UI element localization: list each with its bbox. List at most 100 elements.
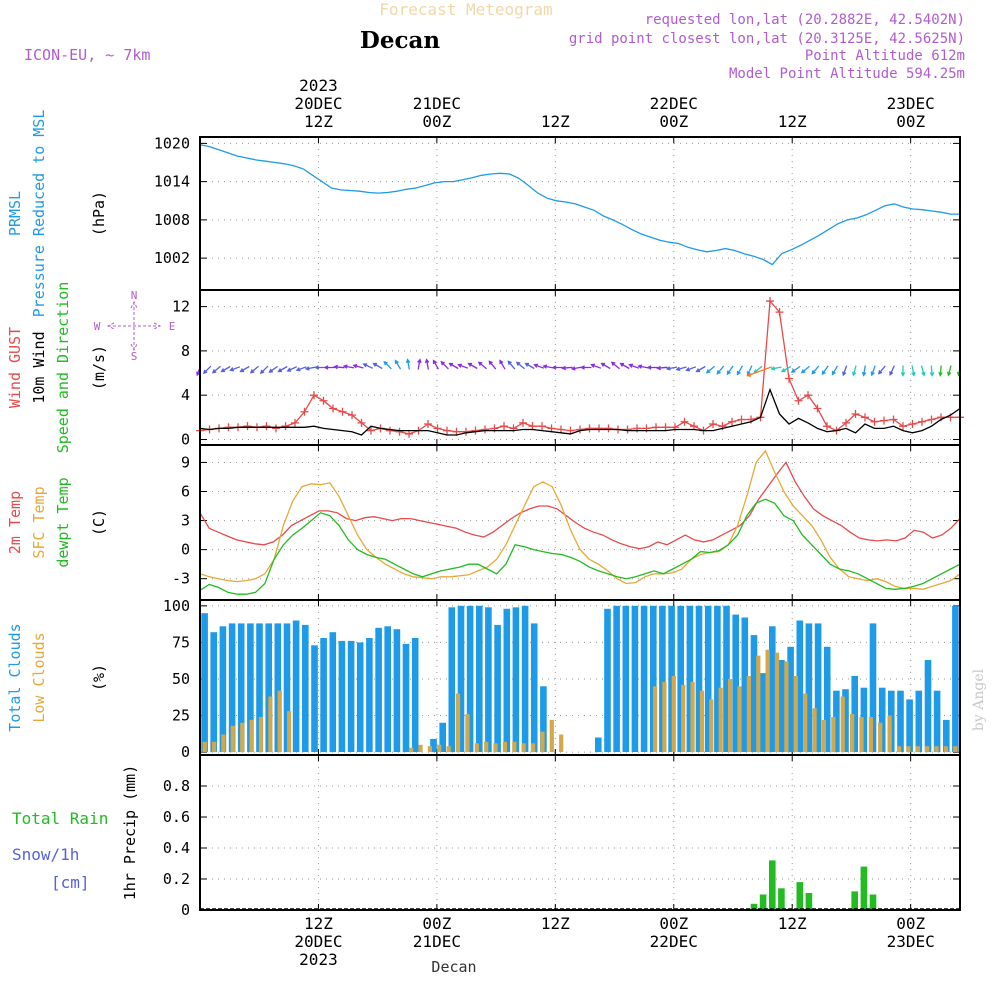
gust-marker xyxy=(576,425,584,434)
model-altitude: Model Point Altitude 594.25m xyxy=(729,66,965,82)
bar-total xyxy=(530,623,538,753)
bar-total xyxy=(860,687,868,752)
gust-marker xyxy=(367,426,375,435)
y-tick-label: 0.8 xyxy=(163,777,190,795)
wind-arrow xyxy=(656,365,668,371)
bar-total xyxy=(494,624,501,753)
bar-total xyxy=(659,605,666,752)
wind-arrow xyxy=(900,365,906,377)
wind-arrow xyxy=(417,358,422,370)
y-tick-label: 0 xyxy=(181,430,190,448)
gust-marker xyxy=(243,422,252,431)
bar-total xyxy=(384,626,391,753)
bottom-time-label: 12Z xyxy=(541,914,570,933)
bar-total xyxy=(723,605,730,752)
gust-marker xyxy=(927,415,936,424)
gust-marker xyxy=(433,424,442,433)
panel-clouds: 0 25 50 75 100 Total Clouds Low Clouds (%) xyxy=(6,597,961,761)
bar-total xyxy=(256,623,263,753)
wind-arrow xyxy=(842,365,848,377)
gust-marker xyxy=(471,426,480,435)
gust-marker xyxy=(709,419,717,428)
gust-marker xyxy=(329,404,337,413)
y-tick-label: 0.6 xyxy=(163,808,190,826)
bar-low xyxy=(212,741,217,752)
bar-total xyxy=(878,687,886,752)
rain-legend: Total Rain xyxy=(12,809,108,828)
wind-arrow xyxy=(726,365,734,376)
bar-low xyxy=(831,717,836,753)
bar-low xyxy=(718,687,723,752)
bottom-time-label: 21DEC xyxy=(413,932,461,951)
y-tick-label: 0.4 xyxy=(163,839,190,857)
bar-total xyxy=(943,719,950,753)
wind-arrow xyxy=(277,365,288,373)
product-title: Forecast Meteogram xyxy=(379,0,552,19)
top-time-label: 12Z xyxy=(304,112,333,131)
wind-arrow xyxy=(333,364,345,370)
bar-rain xyxy=(869,894,877,910)
bar-low xyxy=(821,719,826,753)
wind-arrow xyxy=(220,365,231,373)
bar-low xyxy=(812,708,817,753)
bar-total xyxy=(814,623,822,753)
bar-rain xyxy=(769,860,776,910)
bar-total xyxy=(512,607,520,753)
y-tick-label: 9 xyxy=(181,453,190,471)
bar-low xyxy=(868,717,873,753)
bar-total xyxy=(842,689,849,753)
bar-total xyxy=(769,626,776,753)
wind-arrow xyxy=(323,365,335,370)
compass-w: W xyxy=(94,320,101,333)
wind-arrow xyxy=(695,365,706,373)
bar-low xyxy=(850,714,855,753)
panel-pressure: 1002 1008 1014 1020 PRMSL Pressure Reduced to… xyxy=(6,110,961,317)
gust-marker xyxy=(680,417,689,426)
wind-arrow xyxy=(342,364,355,369)
wind-arrow xyxy=(383,360,392,370)
bar-total xyxy=(228,623,236,753)
wind-arrow xyxy=(946,365,952,377)
bar-total xyxy=(805,623,813,753)
panel-wind: 0 4 8 12 Wind GUST 10m Wind Speed and Directio… xyxy=(6,282,964,453)
wind-arrow xyxy=(394,359,402,370)
bar-low xyxy=(681,684,686,753)
top-time-label: 00Z xyxy=(422,112,451,131)
bar-total xyxy=(897,690,904,753)
gust-marker xyxy=(861,413,869,422)
series-line-wind-1 xyxy=(199,387,961,436)
bar-total xyxy=(732,614,739,753)
y-tick-label: 8 xyxy=(181,342,190,360)
gust-marker xyxy=(766,297,774,306)
wind-arrow xyxy=(716,365,725,375)
y-axis-label: Low Clouds xyxy=(30,632,48,722)
bar-low xyxy=(934,746,939,752)
top-time-label: 2023 xyxy=(299,76,338,95)
compass-s: S xyxy=(131,350,138,363)
bar-total xyxy=(430,738,437,753)
wind-arrow xyxy=(911,365,916,377)
bar-total xyxy=(329,632,337,753)
bar-total xyxy=(952,605,959,752)
bottom-time-label: 20DEC xyxy=(294,932,342,951)
location-title: Decan xyxy=(360,27,440,54)
model-label: ICON-EU, ~ 7km xyxy=(24,46,150,64)
bar-rain xyxy=(851,891,858,910)
top-time-label: 12Z xyxy=(778,112,807,131)
snow-legend: Snow/1h xyxy=(12,845,79,864)
gust-marker xyxy=(728,417,736,426)
bar-total xyxy=(650,605,657,752)
top-time-label: 21DEC xyxy=(413,94,461,113)
bar-low xyxy=(549,719,554,753)
bar-total xyxy=(356,642,364,753)
bar-low xyxy=(249,719,254,753)
wind-arrow xyxy=(889,365,895,376)
wind-arrow xyxy=(467,362,478,370)
bottom-time-label: 23DEC xyxy=(887,932,935,951)
compass-e: E xyxy=(169,320,176,333)
wind-arrow xyxy=(524,362,535,370)
bar-low xyxy=(455,693,461,753)
bar-total xyxy=(302,624,309,753)
y-tick-label: 50 xyxy=(172,670,190,688)
